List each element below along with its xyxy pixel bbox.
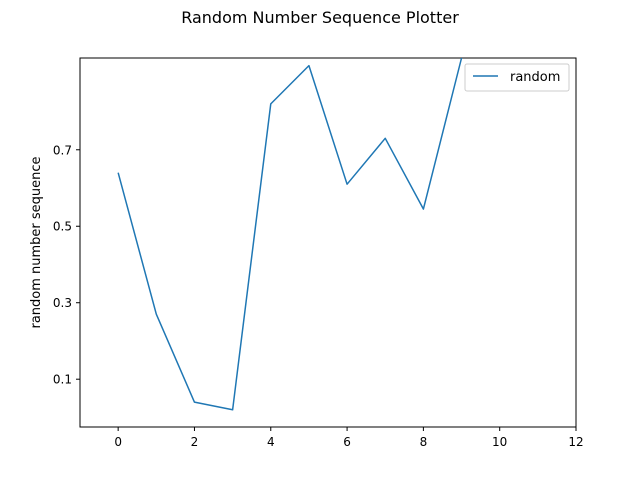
plot-area: 0 2 4 6 8 10 12 0.1 0.3 0.5 0.7	[53, 57, 584, 449]
x-tick-label: 4	[267, 435, 275, 449]
axes-frame	[79, 57, 577, 428]
y-tick-label: 0.5	[53, 220, 72, 234]
x-tick-label: 10	[492, 435, 507, 449]
x-tick-label: 12	[568, 435, 583, 449]
y-axis: 0.1 0.3 0.5 0.7	[53, 143, 80, 387]
x-tick-label: 2	[191, 435, 199, 449]
series-line-random	[117, 57, 463, 411]
legend-label-random: random	[510, 70, 560, 85]
x-tick-label: 6	[343, 435, 351, 449]
chart-title: Random Number Sequence Plotter	[181, 8, 459, 27]
y-tick-label: 0.7	[53, 143, 72, 157]
legend-box	[464, 63, 570, 92]
legend: random	[464, 63, 570, 92]
x-tick-label: 8	[420, 435, 428, 449]
x-axis: 0 2 4 6 8 10 12	[114, 427, 584, 449]
y-tick-label: 0.1	[53, 373, 72, 387]
y-tick-label: 0.3	[53, 296, 72, 310]
x-tick-label: 0	[114, 435, 122, 449]
y-axis-label: random number sequence	[29, 156, 44, 328]
series-layer	[117, 57, 463, 411]
